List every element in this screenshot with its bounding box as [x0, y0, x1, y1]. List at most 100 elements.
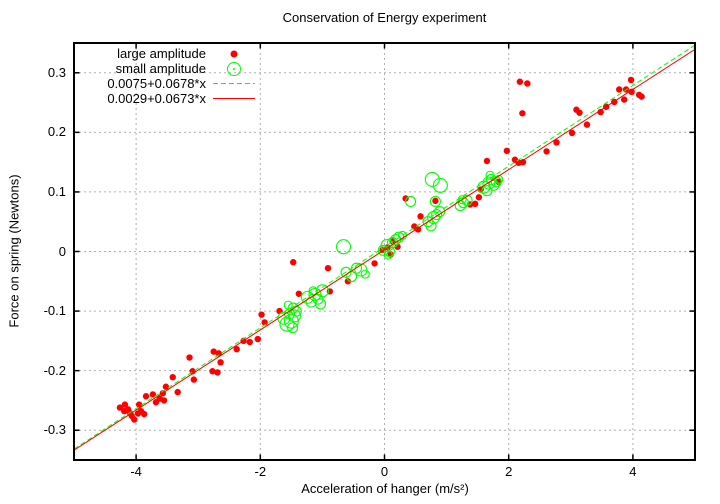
legend-item: small amplitude	[74, 61, 255, 76]
data-point-small-amplitude	[287, 309, 302, 323]
data-point-large-amplitude	[140, 410, 148, 418]
fit-line-solid	[74, 48, 695, 451]
data-point-large-amplitude	[471, 200, 479, 208]
legend-label: 0.0075+0.0678*x	[107, 76, 206, 91]
data-point-large-amplitude	[324, 264, 332, 272]
data-point-large-amplitude	[233, 345, 240, 353]
data-point-small-amplitude	[340, 266, 352, 278]
data-point-large-amplitude	[519, 158, 527, 166]
data-point-small-amplitude	[432, 177, 448, 193]
data-point-large-amplitude	[627, 76, 635, 84]
tick-marks-layer	[74, 43, 695, 460]
y-axis-label: Force on spring (Newtons)	[6, 174, 22, 328]
legend-sample	[213, 91, 255, 106]
chart-title: Conservation of Energy experiment	[282, 10, 487, 25]
data-point-small-amplitude	[431, 209, 443, 221]
data-point-large-amplitude	[414, 226, 422, 233]
data-point-small-amplitude	[279, 316, 295, 332]
data-point-large-amplitude	[210, 348, 217, 355]
data-point-large-amplitude	[568, 129, 576, 137]
data-point-small-amplitude	[424, 171, 440, 187]
dashed-line-sample-icon	[213, 83, 255, 84]
data-point-small-amplitude	[490, 176, 502, 188]
data-point-large-amplitude	[215, 350, 222, 357]
data-point-small-amplitude	[485, 170, 495, 180]
data-point-small-amplitude	[377, 244, 389, 256]
data-point-large-amplitude	[516, 78, 524, 85]
data-point-large-amplitude	[553, 139, 560, 146]
data-point-large-amplitude	[160, 397, 168, 404]
marker-center-dot-icon	[233, 67, 235, 70]
data-point-large-amplitude	[186, 354, 193, 361]
legend-item: large amplitude	[74, 46, 255, 61]
data-point-large-amplitude	[121, 401, 129, 408]
x-axis-label: Acceleration of hanger (m/s²)	[301, 481, 469, 496]
data-point-large-amplitude	[131, 416, 138, 423]
legend-sample	[213, 46, 255, 61]
x-tick-label: -4	[130, 464, 142, 479]
data-point-large-amplitude	[503, 147, 511, 155]
legend-sample	[213, 61, 255, 76]
data-point-large-amplitude	[394, 243, 401, 250]
data-point-small-amplitude	[290, 305, 302, 317]
solid-line-sample-icon	[213, 98, 255, 99]
data-point-large-amplitude	[475, 194, 483, 201]
data-point-large-amplitude	[142, 393, 150, 400]
data-point-large-amplitude	[214, 369, 221, 376]
data-point-large-amplitude	[597, 108, 604, 116]
data-point-large-amplitude	[402, 195, 409, 202]
data-point-large-amplitude	[169, 373, 176, 381]
legend-item: 0.0029+0.0673*x	[74, 91, 255, 106]
legend-label: large amplitude	[117, 46, 206, 61]
data-point-large-amplitude	[344, 278, 352, 285]
data-point-large-amplitude	[136, 401, 143, 408]
data-point-large-amplitude	[371, 260, 378, 267]
data-point-large-amplitude	[417, 213, 424, 220]
data-point-large-amplitude	[524, 80, 531, 87]
data-point-large-amplitude	[621, 96, 628, 103]
y-tick-label: -0.2	[43, 362, 66, 378]
data-point-small-amplitude	[335, 239, 352, 255]
legend-label: 0.0029+0.0673*x	[107, 91, 206, 106]
data-point-large-amplitude	[583, 121, 591, 128]
data-point-large-amplitude	[217, 359, 224, 366]
y-tick-label: 0.3	[47, 64, 66, 80]
legend: large amplitude small amplitude 0.0075+0.0…	[74, 46, 255, 106]
data-point-large-amplitude	[616, 86, 623, 93]
data-point-small-amplitude	[429, 195, 441, 208]
data-point-large-amplitude	[174, 388, 181, 396]
legend-item: 0.0075+0.0678*x	[74, 76, 255, 91]
fit-line-dashed	[74, 44, 695, 450]
data-point-large-amplitude	[295, 290, 303, 297]
data-point-small-amplitude	[314, 298, 327, 310]
data-point-small-amplitude	[287, 322, 299, 334]
data-point-large-amplitude	[190, 376, 198, 383]
y-tick-label: 0.1	[47, 183, 66, 199]
x-tick-label: 0	[380, 464, 389, 479]
data-point-small-amplitude	[485, 173, 497, 185]
y-tick-label: -0.3	[43, 422, 66, 438]
data-point-large-amplitude	[261, 319, 268, 326]
data-point-large-amplitude	[519, 110, 526, 117]
legend-label: small amplitude	[115, 61, 206, 76]
data-point-large-amplitude	[576, 109, 583, 116]
x-tick-label: -2	[254, 464, 267, 479]
data-point-small-amplitude	[287, 302, 299, 314]
x-tick-label: 2	[505, 464, 513, 479]
data-point-small-amplitude	[283, 313, 299, 329]
data-point-large-amplitude	[254, 335, 262, 343]
data-point-large-amplitude	[543, 148, 550, 155]
data-point-large-amplitude	[638, 93, 645, 100]
data-point-large-amplitude	[246, 338, 253, 346]
data-point-small-amplitude	[434, 206, 446, 218]
data-point-large-amplitude	[162, 383, 170, 390]
legend-sample	[213, 76, 255, 91]
y-tick-label: -0.1	[43, 303, 66, 319]
data-point-small-amplitude	[427, 210, 441, 225]
data-point-small-amplitude	[454, 200, 466, 212]
data-point-small-amplitude	[308, 287, 322, 301]
data-point-large-amplitude	[628, 88, 635, 96]
data-point-large-amplitude	[483, 157, 491, 165]
